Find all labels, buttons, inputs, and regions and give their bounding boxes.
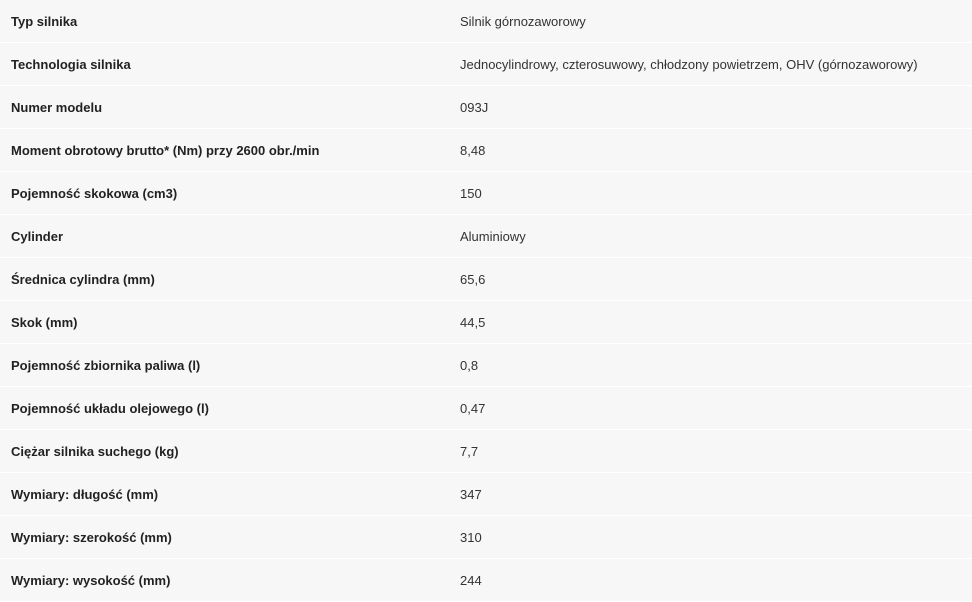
spec-row: Pojemność skokowa (cm3) 150 <box>0 172 972 215</box>
spec-value: 0,8 <box>460 357 479 373</box>
spec-row: Średnica cylindra (mm) 65,6 <box>0 258 972 301</box>
spec-label: Wymiary: wysokość (mm) <box>11 572 171 588</box>
spec-value: 093J <box>460 99 489 115</box>
spec-row: Pojemność zbiornika paliwa (l) 0,8 <box>0 344 972 387</box>
spec-value: 150 <box>460 185 482 201</box>
spec-label: Numer modelu <box>11 99 103 115</box>
spec-label: Średnica cylindra (mm) <box>11 271 155 287</box>
spec-row: Ciężar silnika suchego (kg) 7,7 <box>0 430 972 473</box>
spec-label: Moment obrotowy brutto* (Nm) przy 2600 o… <box>11 142 320 158</box>
spec-value: Jednocylindrowy, czterosuwowy, chłodzony… <box>460 56 918 72</box>
spec-label: Ciężar silnika suchego (kg) <box>11 443 179 459</box>
spec-label: Wymiary: szerokość (mm) <box>11 529 172 545</box>
spec-label: Pojemność zbiornika paliwa (l) <box>11 357 201 373</box>
spec-label: Pojemność skokowa (cm3) <box>11 185 178 201</box>
spec-value: 65,6 <box>460 271 486 287</box>
spec-row: Cylinder Aluminiowy <box>0 215 972 258</box>
spec-row: Typ silnika Silnik górnozaworowy <box>0 0 972 43</box>
spec-row: Numer modelu 093J <box>0 86 972 129</box>
spec-row: Wymiary: szerokość (mm) 310 <box>0 516 972 559</box>
spec-row: Moment obrotowy brutto* (Nm) przy 2600 o… <box>0 129 972 172</box>
spec-value: 347 <box>460 486 482 502</box>
spec-value: 0,47 <box>460 400 486 416</box>
spec-value: Silnik górnozaworowy <box>460 13 586 29</box>
spec-label: Cylinder <box>11 228 64 244</box>
spec-label: Pojemność układu olejowego (l) <box>11 400 209 416</box>
spec-value: 44,5 <box>460 314 486 330</box>
spec-row: Skok (mm) 44,5 <box>0 301 972 344</box>
spec-row: Pojemność układu olejowego (l) 0,47 <box>0 387 972 430</box>
spec-label: Wymiary: długość (mm) <box>11 486 159 502</box>
spec-row: Technologia silnika Jednocylindrowy, czte… <box>0 43 972 86</box>
spec-row: Wymiary: długość (mm) 347 <box>0 473 972 516</box>
spec-row: Wymiary: wysokość (mm) 244 <box>0 559 972 602</box>
spec-value: 7,7 <box>460 443 479 459</box>
spec-value: 310 <box>460 529 482 545</box>
spec-label: Technologia silnika <box>11 56 131 72</box>
spec-label: Skok (mm) <box>11 314 78 330</box>
spec-value: Aluminiowy <box>460 228 526 244</box>
spec-label: Typ silnika <box>11 13 78 29</box>
spec-value: 8,48 <box>460 142 486 158</box>
spec-value: 244 <box>460 572 482 588</box>
